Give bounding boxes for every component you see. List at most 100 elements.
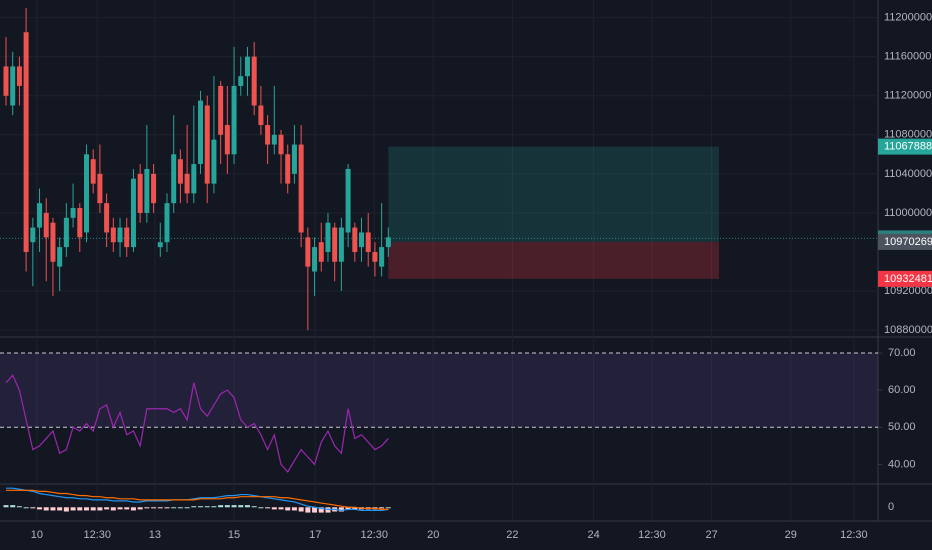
candle-body <box>305 237 311 267</box>
histogram-bar <box>251 506 257 508</box>
candle-body <box>104 203 110 233</box>
candle-body <box>385 237 391 248</box>
candle-body <box>77 208 83 238</box>
histogram-bar <box>352 507 358 510</box>
candle-body <box>23 32 29 252</box>
candle-body <box>285 154 291 184</box>
candle-body <box>271 134 277 145</box>
histogram-bar <box>312 507 318 513</box>
candle-body <box>198 100 204 165</box>
histogram-bar <box>218 505 224 508</box>
histogram-bar <box>124 507 130 510</box>
price-tag-label: 10970269 <box>884 236 932 248</box>
candle-body <box>16 66 22 86</box>
macd-line <box>6 487 389 512</box>
candle-body <box>37 203 43 228</box>
histogram-bar <box>151 507 157 509</box>
candle-body <box>312 247 318 272</box>
x-tick-label: 13 <box>149 529 161 541</box>
histogram-bar <box>3 505 9 508</box>
candle-body <box>265 125 271 145</box>
candle-body <box>171 154 177 204</box>
candle-body <box>184 173 190 194</box>
macd-line <box>6 489 389 510</box>
candle-body <box>218 85 224 135</box>
candle-body <box>345 168 351 233</box>
profit-zone <box>388 146 720 242</box>
histogram-bar <box>285 507 291 511</box>
x-tick-label: 27 <box>706 529 718 541</box>
histogram-bar <box>171 507 177 509</box>
candle-body <box>97 173 103 204</box>
histogram-bar <box>137 507 143 510</box>
loss-zone <box>388 241 720 279</box>
histogram-bar <box>198 506 204 508</box>
candle-body <box>164 203 170 243</box>
candle-body <box>30 227 36 243</box>
price-tag <box>878 138 932 155</box>
y-tick-label: 50.00 <box>888 421 916 433</box>
histogram-bar <box>37 507 43 510</box>
histogram-bar <box>57 507 63 511</box>
histogram-bar <box>117 507 123 510</box>
x-tick-label: 17 <box>309 529 321 541</box>
histogram-bar <box>157 507 163 509</box>
x-tick-label: 12:30 <box>840 529 868 541</box>
histogram-bar <box>10 505 16 508</box>
y-tick-label: 11120000 <box>884 90 931 102</box>
candle-body <box>291 144 297 174</box>
price-tag <box>878 233 932 250</box>
candle-body <box>50 222 56 262</box>
x-tick-label: 20 <box>427 529 439 541</box>
candle-body <box>231 85 237 155</box>
histogram-bar <box>43 507 49 511</box>
histogram-bar <box>77 507 83 511</box>
histogram-bar <box>90 507 96 511</box>
rsi-line <box>5 374 389 473</box>
candle-body <box>224 125 230 155</box>
histogram-bar <box>305 507 311 513</box>
price-tag <box>878 270 932 287</box>
candle-body <box>238 76 244 86</box>
x-tick-label: 29 <box>785 529 797 541</box>
histogram-bar <box>50 507 56 511</box>
candle-body <box>83 154 89 233</box>
histogram-bar <box>130 507 136 511</box>
candle-body <box>298 144 304 233</box>
candle-body <box>204 105 210 184</box>
candle-body <box>244 56 250 77</box>
candle-body <box>359 232 365 248</box>
histogram-bar <box>298 507 304 512</box>
histogram-bar <box>184 507 190 509</box>
histogram-bar <box>177 507 183 509</box>
candle-body <box>10 66 16 106</box>
price-tag-label: 10932481 <box>884 273 932 285</box>
histogram-bar <box>379 507 385 509</box>
histogram-bar <box>30 507 36 509</box>
x-tick-label: 24 <box>587 529 599 541</box>
histogram-bar <box>271 507 277 510</box>
histogram-bar <box>338 507 344 512</box>
histogram-bar <box>224 505 230 508</box>
histogram-bar <box>70 507 76 511</box>
y-tick-label: 11160000 <box>884 51 931 63</box>
histogram-bar <box>278 507 284 510</box>
candle-body <box>57 247 63 267</box>
candle-body <box>338 227 344 262</box>
y-tick-label: 11000000 <box>884 207 932 219</box>
histogram-bar <box>63 507 69 512</box>
histogram-bar <box>231 505 237 508</box>
histogram-bar <box>204 506 210 508</box>
candle-body <box>352 227 358 252</box>
y-tick-label: 0 <box>888 501 894 513</box>
histogram-bar <box>97 507 103 511</box>
histogram-bar <box>144 507 150 509</box>
candle-body <box>90 159 96 184</box>
histogram-bar <box>191 506 197 508</box>
histogram-bar <box>104 507 110 510</box>
candle-body <box>379 247 385 267</box>
candle-body <box>124 227 130 248</box>
candle-body <box>157 242 163 248</box>
candle-body <box>318 242 324 262</box>
